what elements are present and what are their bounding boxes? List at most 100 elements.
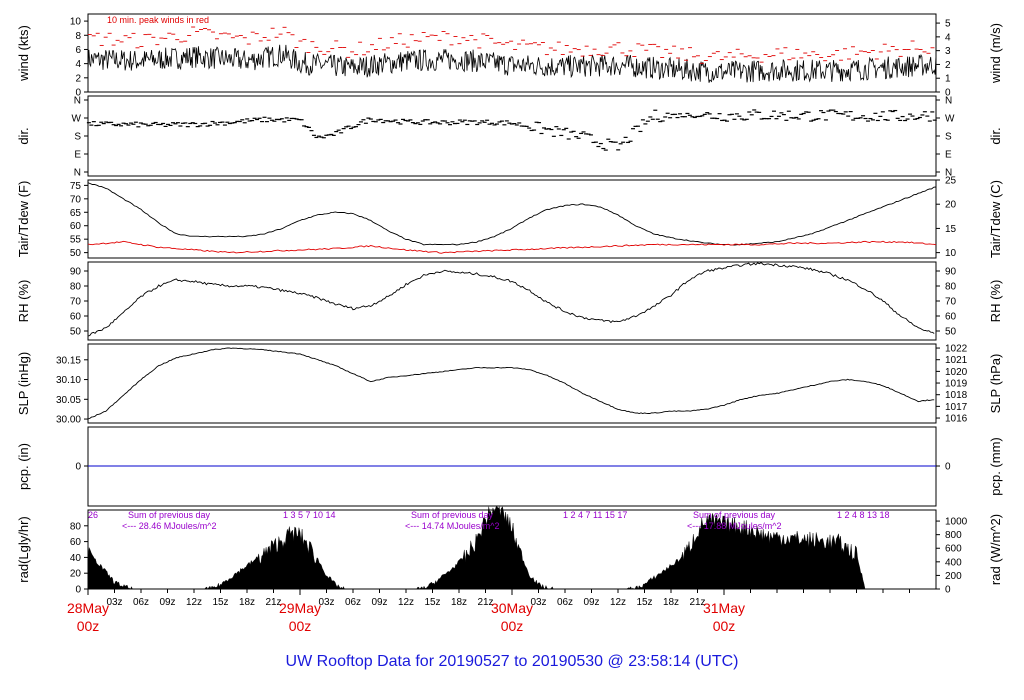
wind-left-tick-label: 2: [75, 73, 81, 84]
rad-sum-caption: Sum of previous day: [693, 510, 776, 520]
rad-ylabel-left: rad(Lgly/hr): [16, 516, 31, 582]
hour-tick-label: 06z: [345, 597, 361, 608]
hour-tick-label: 09z: [583, 597, 599, 608]
pcp-left-tick-label: 0: [75, 462, 81, 473]
slp-right-tick-label: 1022: [945, 344, 968, 355]
slp-right-tick-label: 1016: [945, 414, 968, 425]
slp-frame: [87, 343, 937, 424]
day-label-time: 00z: [713, 618, 736, 634]
slp-left-tick-label: 30.15: [56, 355, 81, 366]
dir-left-tick-label: E: [74, 150, 81, 161]
rad-right-tick-label: 200: [945, 571, 962, 582]
tdew-line: [87, 240, 937, 254]
wind-left-tick-label: 8: [75, 31, 81, 42]
temp-left-tick-label: 70: [70, 194, 82, 205]
pcp-right-tick-label: 0: [945, 462, 951, 473]
wind-frame: [87, 13, 937, 93]
rad-panel: rad(Lgly/hr) rad (W/m^2)02040608002004006…: [16, 506, 1003, 596]
dir-left-tick-label: W: [72, 114, 82, 125]
dir-ylabel-right: dir.: [988, 127, 1003, 144]
rh-right-tick-label: 60: [945, 312, 957, 323]
slp-right-tick-label: 1020: [945, 367, 968, 378]
rh-frame: [87, 261, 937, 341]
wind-right-tick-label: 4: [945, 32, 951, 43]
pcp-ylabel-left: pcp. (in): [16, 443, 31, 490]
rh-left-tick-label: 70: [70, 297, 82, 308]
dir-right-tick-label: N: [945, 96, 952, 107]
rh-panel: RH (%) RH (%) 50 60 70 80 90 50 60 70 80 90: [16, 261, 1003, 341]
temp-frame: [87, 179, 937, 259]
dir-panel: dir. dir.N NE ES SW WN N: [16, 95, 1003, 179]
dir-right-tick-label: N: [945, 168, 952, 179]
hour-tick-label: 09z: [159, 597, 175, 608]
rh-ylabel-right: RH (%): [988, 280, 1003, 323]
temp-right-tick-label: 20: [945, 200, 957, 211]
slp-right-tick-label: 1017: [945, 402, 968, 413]
rad-right-tick-label: 600: [945, 544, 962, 555]
rad-left-tick-label: 60: [70, 537, 82, 548]
slp-left-tick-label: 30.00: [56, 415, 81, 426]
rh-left-tick-label: 50: [70, 327, 82, 338]
rad-hour-ticks: 1 2 4 7 11 15 17: [563, 510, 627, 520]
temp-left-tick-label: 75: [70, 181, 82, 192]
rh-right-tick-label: 90: [945, 267, 957, 278]
temp-ylabel-right: Tair/Tdew (C): [988, 180, 1003, 258]
dir-left-tick-label: N: [74, 168, 81, 179]
hour-tick-label: 03z: [106, 597, 122, 608]
slp-right-tick-label: 1021: [945, 355, 968, 366]
rad-left-tick-label: 80: [70, 521, 82, 532]
hour-tick-label: 12z: [186, 597, 202, 608]
rad-hour-ticks: 1 3 5 7 10 14: [283, 510, 336, 520]
wind-peak-series: [87, 26, 935, 64]
hour-tick-label: 06z: [133, 597, 149, 608]
wind-right-tick-label: 1: [945, 74, 951, 85]
wind-right-tick-label: 0: [945, 88, 951, 99]
slp-left-tick-label: 30.10: [56, 375, 81, 386]
rad-sum-value: <--- 14.74 MJoules/m^2: [405, 521, 500, 531]
rh-left-tick-label: 80: [70, 282, 82, 293]
wind-left-tick-label: 4: [75, 59, 81, 70]
temp-ylabel-left: Tair/Tdew (F): [16, 181, 31, 258]
day-label-time: 00z: [501, 618, 524, 634]
hour-tick-label: 03z: [318, 597, 334, 608]
temp-left-tick-label: 60: [70, 221, 82, 232]
wind-right-tick-label: 5: [945, 19, 951, 30]
rad-left-tick-label: 40: [70, 553, 82, 564]
chart-panels: wind (kts) wind (m/s) 0 2 4 6 8 10 0 1 2 3 4 5 10 min.…: [16, 13, 1003, 596]
day-label-time: 00z: [289, 618, 312, 634]
wind-left-tick-label: 0: [75, 88, 81, 99]
slp-panel: SLP (inHg) SLP (hPa) 30.00 30.05 30.10 30.15 1…: [16, 343, 1003, 426]
wind-right-tick-label: 2: [945, 60, 951, 71]
dir-frame: [87, 95, 937, 177]
hour-tick-label: 15z: [424, 597, 440, 608]
pcp-panel: pcp. (in) pcp. (mm) 0 0: [16, 426, 1003, 507]
hour-tick-label: 21z: [689, 597, 705, 608]
temp-right-tick-label: 15: [945, 224, 957, 235]
rad-right-tick-label: 400: [945, 557, 962, 568]
dir-right-tick-label: E: [945, 150, 952, 161]
hour-tick-label: 21z: [477, 597, 493, 608]
wind-mean-line: [87, 44, 937, 83]
day-label-date: 31May: [703, 600, 745, 616]
wind-right-tick-label: 3: [945, 46, 951, 57]
day-label-date: 29May: [279, 600, 321, 616]
slp-right-tick-label: 1018: [945, 390, 968, 401]
wind-left-tick-label: 10: [70, 17, 82, 28]
wind-annotation: 10 min. peak winds in red: [107, 15, 209, 25]
rad-hour-ticks: 26: [88, 510, 98, 520]
hour-tick-label: 06z: [557, 597, 573, 608]
dir-left-tick-label: S: [74, 132, 81, 143]
temp-right-tick-label: 10: [945, 248, 957, 259]
hour-tick-label: 12z: [610, 597, 626, 608]
hour-tick-label: 18z: [451, 597, 467, 608]
wind-panel: wind (kts) wind (m/s) 0 2 4 6 8 10 0 1 2 3 4 5 10 min.…: [16, 13, 1003, 99]
rh-line: [87, 262, 935, 337]
temp-right-tick-label: 25: [945, 176, 957, 187]
rad-right-tick-label: 800: [945, 530, 962, 541]
rh-ylabel-left: RH (%): [16, 280, 31, 323]
hour-tick-label: 18z: [663, 597, 679, 608]
day-label-date: 28May: [67, 600, 109, 616]
wind-ylabel-left: wind (kts): [16, 25, 31, 82]
rad-right-tick-label: 0: [945, 585, 951, 596]
